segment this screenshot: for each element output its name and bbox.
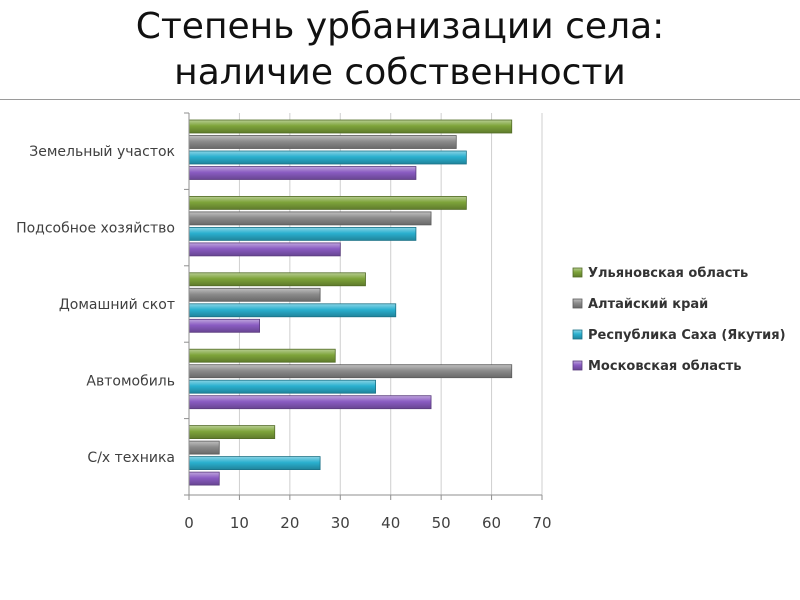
legend-label: Московская область [588,359,742,374]
title-line-2: наличие собственности [174,52,626,93]
legend-swatch [572,267,583,278]
category-label: Домашний скот [59,297,175,313]
legend-label: Республика Саха (Якутия) [588,328,786,343]
legend-label: Алтайский край [588,297,708,312]
bar [188,226,417,241]
bar [188,272,366,287]
title-line-1: Степень урбанизации села: [135,6,665,47]
bar [188,364,513,379]
category-label: Подсобное хозяйство [16,221,175,237]
bar [188,425,276,440]
bars [188,119,513,486]
x-tick-label: 70 [532,514,551,532]
bar [188,195,467,210]
category-label: Автомобиль [86,373,175,389]
x-tick-label: 40 [381,514,400,532]
bar [188,471,220,486]
axes [184,112,543,500]
category-label: С/х техника [87,450,175,466]
category-label: Земельный участок [29,144,175,160]
bar [188,150,467,165]
bar [188,211,432,226]
x-tick-label: 50 [432,514,451,532]
x-tick-label: 30 [331,514,350,532]
x-tick-labels: 0 10 20 30 40 50 60 70 [184,514,551,532]
slide-title: Степень урбанизации села: наличие собств… [0,4,800,96]
legend-swatch [572,329,583,340]
bar [188,135,457,149]
bar [188,242,341,257]
legend-swatch [572,360,583,371]
bar [188,395,432,410]
bar [188,303,397,318]
bar [188,287,321,302]
x-tick-label: 20 [280,514,299,532]
title-divider [0,99,800,100]
x-tick-label: 60 [482,514,501,532]
x-tick-label: 10 [230,514,249,532]
bar [188,440,220,455]
category-labels: Земельный участок Подсобное хозяйство Дома… [16,144,175,466]
legend-label: Ульяновская область [588,266,748,281]
bar [188,166,417,180]
legend: Ульяновская область Алтайский край Республ… [572,266,786,374]
bar [188,318,260,333]
bar [188,456,321,471]
bar [188,119,513,134]
legend-swatch [572,298,583,309]
x-tick-label: 0 [184,514,194,532]
bar [188,348,336,363]
bar [188,379,376,394]
